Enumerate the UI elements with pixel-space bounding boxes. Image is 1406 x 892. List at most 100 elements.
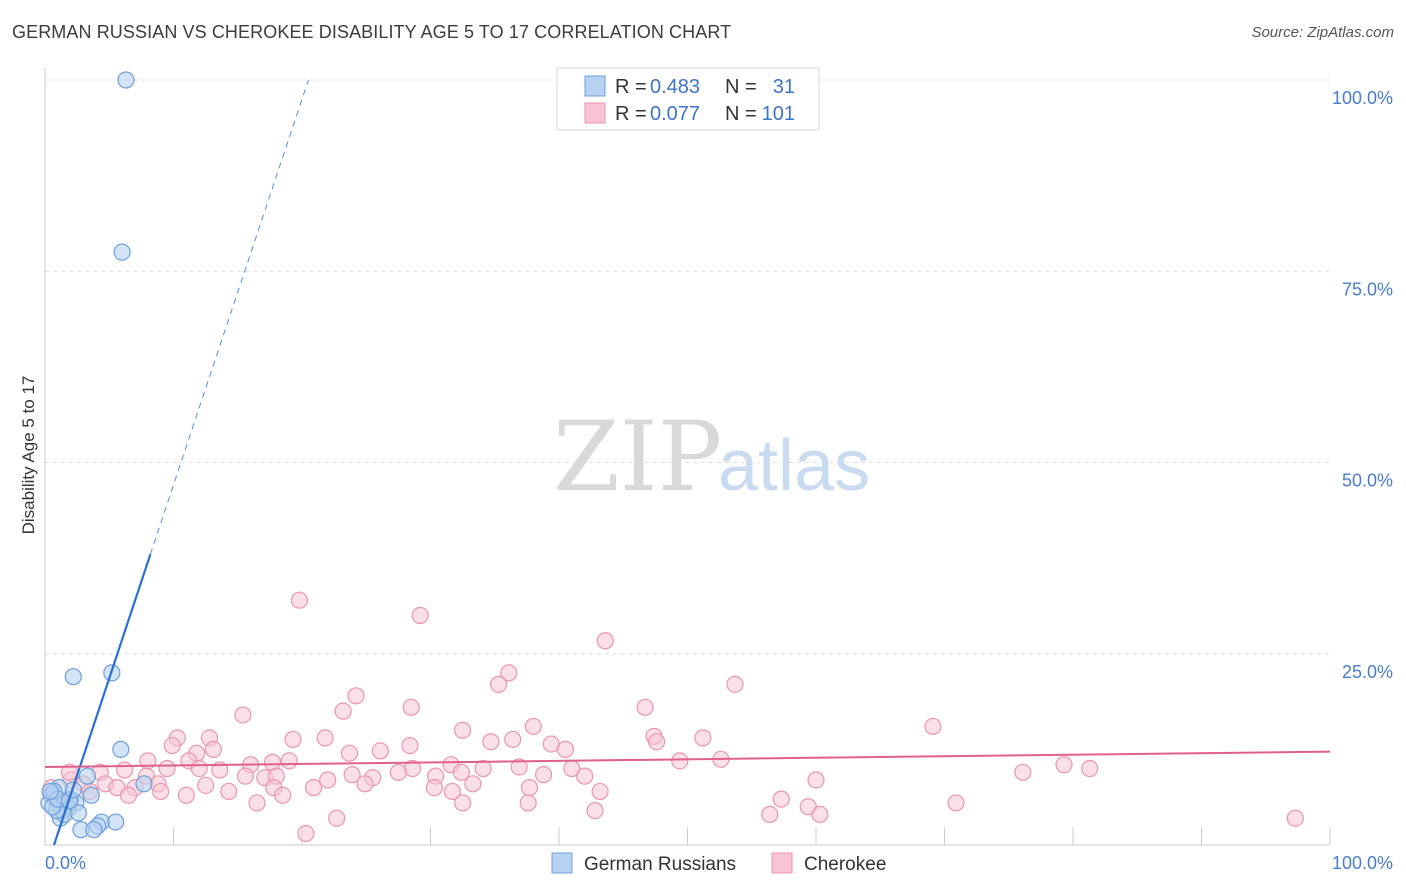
cherokee-point-8 [636,698,654,716]
cherokee-point-28 [340,744,359,762]
cherokee-point-59 [807,771,825,789]
x-tick-label-min: 0.0% [45,853,86,873]
cherokee-point-12 [454,721,472,739]
cherokee-point-2 [596,632,614,650]
stats-legend: R = 0.483 N = 31 R = 0.077 N = 101 [556,67,820,131]
cherokee-point-40 [671,752,689,770]
cherokee-point-37 [474,759,492,778]
cherokee-point-1 [411,606,429,625]
legend-r-label-cherokee: R = [615,103,647,125]
legend-n-value-german: 31 [773,76,795,98]
cherokee-point-24 [694,729,712,747]
cherokee-point-61 [1055,756,1073,774]
cherokee-point-78 [591,782,609,801]
german-russians-trend-extension [149,79,309,555]
legend-swatch-german-russians [584,75,606,97]
legend-n-label-german: N = [725,76,757,98]
legend-n-value-cherokee: 101 [762,103,795,125]
legend-r-value-german: 0.483 [650,76,700,98]
cherokee-point-3 [500,664,518,682]
cherokee-series [42,591,1304,843]
bottom-legend-label-cherokee: Cherokee [804,854,886,875]
y-axis-label: Disability Age 5 to 17 [19,376,38,535]
cherokee-point-51 [319,771,337,789]
bottom-legend-swatch-german-russians [551,852,573,874]
cherokee-point-7 [402,698,420,716]
y-tick-label-3: 100.0% [1332,88,1393,108]
cherokee-point-87 [454,794,472,812]
cherokee-point-29 [371,742,389,760]
cherokee-point-38 [510,758,528,776]
cherokee-point-9 [234,706,252,724]
cherokee-point-88 [519,794,537,812]
bottom-legend-swatch-cherokee [771,852,793,874]
cherokee-point-70 [220,782,238,801]
cherokee-point-13 [524,717,542,736]
cherokee-point-92 [947,794,965,812]
cherokee-point-60 [1014,763,1032,781]
x-tick-labels: 0.0% 100.0% [45,853,1393,873]
cherokee-point-83 [248,794,266,812]
legend-r-label-german: R = [615,76,647,98]
cherokee-point-27 [204,740,222,758]
cherokee-point-56 [452,763,470,781]
cherokee-point-57 [534,766,553,784]
trend-lines [44,79,1331,846]
axes [44,68,1331,846]
cherokee-point-18 [316,729,334,747]
german-russians-point-21 [82,786,100,804]
x-tick-label-max: 100.0% [1332,853,1393,873]
series-legend: German Russians Cherokee [551,852,886,875]
german-russians-point-6 [78,767,97,785]
cherokee-point-73 [356,775,374,793]
cherokee-point-43 [158,759,176,778]
german-russians-point-1 [113,243,131,261]
cherokee-point-90 [772,790,790,808]
y-tick-labels: 25.0% 50.0% 75.0% 100.0% [1332,88,1393,682]
cherokee-point-72 [304,779,323,797]
cherokee-point-17 [284,730,302,749]
cherokee-point-95 [328,809,346,827]
legend-n-label-cherokee: N = [725,103,757,125]
cherokee-point-30 [556,740,575,758]
cherokee-point-34 [280,752,298,770]
german-russians-point-0 [117,71,135,89]
cherokee-point-69 [197,776,215,794]
cherokee-point-25 [163,736,181,755]
cherokee-point-6 [347,687,365,705]
bottom-legend-label-german-russians: German Russians [584,854,736,875]
german-russians-point-17 [69,804,88,822]
cherokee-point-77 [520,779,539,797]
german-russians-trend-line [52,553,152,846]
watermark-zip: ZIP [553,401,722,513]
cherokee-point-100 [211,761,229,779]
cherokee-point-48 [236,767,255,785]
cherokee-point-52 [343,766,361,784]
cherokee-point-54 [389,763,407,781]
grid-lines [45,79,1330,655]
cherokee-point-11 [924,717,942,736]
cherokee-point-19 [401,736,419,755]
cherokee-point-96 [297,824,315,843]
chart-title: GERMAN RUSSIAN VS CHEROKEE DISABILITY AG… [12,22,732,42]
cherokee-point-93 [761,805,779,824]
legend-r-value-cherokee: 0.077 [650,103,700,125]
cherokee-point-75 [443,782,461,801]
cherokee-point-45 [116,761,134,779]
german-russians-point-29 [135,775,153,793]
german-russians-point-2 [64,668,82,686]
cherokee-point-0 [290,591,309,609]
cherokee-point-62 [1081,759,1099,778]
german-russians-point-26 [107,813,125,831]
cherokee-point-82 [177,786,195,804]
cherokee-point-89 [586,801,604,820]
source-credit: Source: ZipAtlas.com [1251,24,1394,41]
german-russians-point-25 [85,821,103,839]
cherokee-point-47 [190,759,208,778]
cherokee-point-10 [334,702,352,720]
german-russians-point-27 [41,782,59,801]
cherokee-point-21 [504,730,522,749]
cherokee-point-80 [119,786,138,804]
cherokee-point-76 [464,775,482,793]
